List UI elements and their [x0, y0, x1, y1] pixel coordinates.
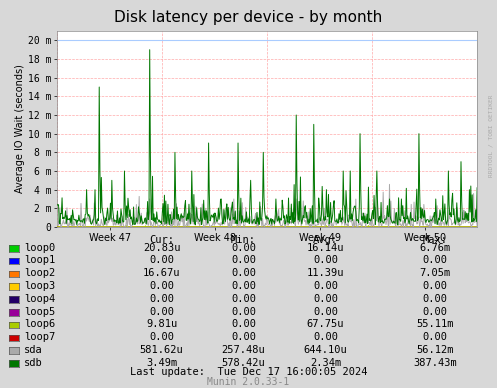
Text: 9.81u: 9.81u	[146, 319, 177, 329]
Text: 0.00: 0.00	[231, 332, 256, 342]
Text: 0.00: 0.00	[231, 268, 256, 278]
Text: RRDTOOL / TOBI OETIKER: RRDTOOL / TOBI OETIKER	[489, 95, 494, 177]
Text: Last update:  Tue Dec 17 16:00:05 2024: Last update: Tue Dec 17 16:00:05 2024	[130, 367, 367, 377]
Text: loop1: loop1	[24, 255, 55, 265]
Text: 387.43m: 387.43m	[413, 358, 457, 368]
Text: 0.00: 0.00	[231, 281, 256, 291]
Text: sdb: sdb	[24, 358, 43, 368]
Text: 0.00: 0.00	[231, 319, 256, 329]
Text: 0.00: 0.00	[231, 242, 256, 253]
Text: 0.00: 0.00	[149, 294, 174, 304]
Text: loop4: loop4	[24, 294, 55, 304]
Text: 0.00: 0.00	[149, 281, 174, 291]
Text: 67.75u: 67.75u	[307, 319, 344, 329]
Text: 0.00: 0.00	[313, 294, 338, 304]
Text: 7.05m: 7.05m	[419, 268, 450, 278]
Text: 55.11m: 55.11m	[416, 319, 454, 329]
Text: 0.00: 0.00	[231, 294, 256, 304]
Text: Munin 2.0.33-1: Munin 2.0.33-1	[207, 377, 290, 387]
Text: 0.00: 0.00	[422, 281, 447, 291]
Text: 0.00: 0.00	[149, 307, 174, 317]
Text: loop2: loop2	[24, 268, 55, 278]
Text: Max:: Max:	[422, 235, 447, 245]
Text: 56.12m: 56.12m	[416, 345, 454, 355]
Text: 0.00: 0.00	[231, 307, 256, 317]
Text: loop3: loop3	[24, 281, 55, 291]
Text: 0.00: 0.00	[422, 255, 447, 265]
Text: loop0: loop0	[24, 242, 55, 253]
Text: Cur:: Cur:	[149, 235, 174, 245]
Text: 0.00: 0.00	[422, 307, 447, 317]
Text: 581.62u: 581.62u	[140, 345, 183, 355]
Text: Disk latency per device - by month: Disk latency per device - by month	[114, 10, 383, 25]
Text: 11.39u: 11.39u	[307, 268, 344, 278]
Text: 20.83u: 20.83u	[143, 242, 180, 253]
Text: 0.00: 0.00	[313, 255, 338, 265]
Text: 257.48u: 257.48u	[222, 345, 265, 355]
Text: 0.00: 0.00	[313, 307, 338, 317]
Text: 0.00: 0.00	[149, 255, 174, 265]
Text: 0.00: 0.00	[231, 255, 256, 265]
Text: Avg:: Avg:	[313, 235, 338, 245]
Text: 2.34m: 2.34m	[310, 358, 341, 368]
Text: 644.10u: 644.10u	[304, 345, 347, 355]
Text: 0.00: 0.00	[422, 332, 447, 342]
Text: 16.67u: 16.67u	[143, 268, 180, 278]
Text: 578.42u: 578.42u	[222, 358, 265, 368]
Text: loop6: loop6	[24, 319, 55, 329]
Text: 0.00: 0.00	[149, 332, 174, 342]
Text: 0.00: 0.00	[313, 281, 338, 291]
Text: 0.00: 0.00	[313, 332, 338, 342]
Text: 0.00: 0.00	[422, 294, 447, 304]
Text: loop5: loop5	[24, 307, 55, 317]
Text: 3.49m: 3.49m	[146, 358, 177, 368]
Text: loop7: loop7	[24, 332, 55, 342]
Text: sda: sda	[24, 345, 43, 355]
Text: 6.76m: 6.76m	[419, 242, 450, 253]
Text: Min:: Min:	[231, 235, 256, 245]
Text: 16.14u: 16.14u	[307, 242, 344, 253]
Y-axis label: Average IO Wait (seconds): Average IO Wait (seconds)	[15, 64, 25, 194]
